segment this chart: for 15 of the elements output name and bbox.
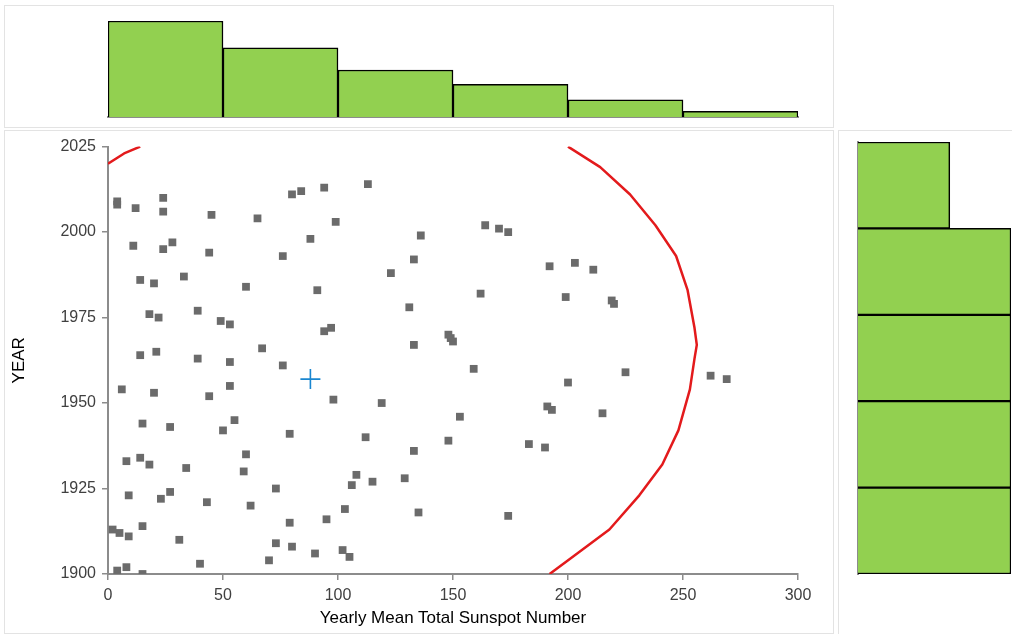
- y-tick-label: 2000: [60, 222, 97, 240]
- x-tick-label: 50: [214, 586, 232, 604]
- y-tick-label: 1925: [60, 478, 97, 496]
- x-tick-label: 200: [554, 586, 582, 604]
- x-axis-title: Yearly Mean Total Sunspot Number: [319, 608, 587, 628]
- x-tick-label: 0: [103, 586, 113, 604]
- y-tick-label: 1950: [60, 393, 97, 411]
- y-axis-title: YEAR: [8, 337, 28, 384]
- x-tick-label: 100: [324, 586, 352, 604]
- x-tick-label: 250: [669, 586, 697, 604]
- x-tick-label: 300: [784, 586, 812, 604]
- y-tick-label: 1975: [60, 307, 97, 325]
- y-tick-label: 2025: [60, 137, 97, 155]
- y-tick-label: 1900: [60, 564, 97, 582]
- x-tick-label: 150: [439, 586, 467, 604]
